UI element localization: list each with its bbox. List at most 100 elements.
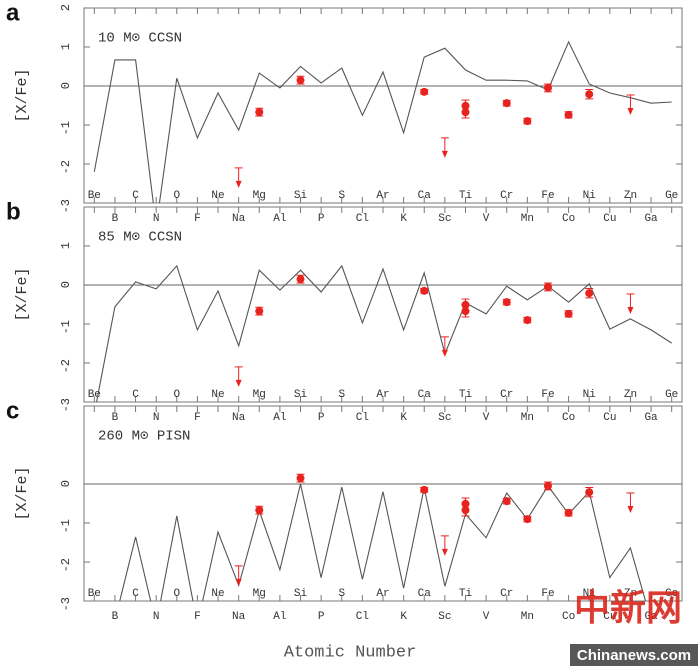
x-tick-label: Ne [211, 190, 224, 202]
x-tick-label: Na [232, 213, 246, 225]
limit-arrow [627, 306, 634, 314]
x-tick-label: Ti [459, 190, 473, 202]
upper-limit [234, 565, 243, 586]
y-tick-label: 1 [59, 242, 73, 249]
observed-point [543, 282, 552, 291]
x-tick-label: Zn [624, 588, 637, 600]
x-tick-label: K [400, 412, 407, 424]
panel-letter: c [6, 397, 19, 424]
upper-limit [234, 167, 243, 188]
observed-point [523, 316, 532, 325]
x-tick-label: Na [232, 611, 246, 623]
x-tick-label: S [338, 190, 345, 202]
x-tick-label: Zn [624, 190, 637, 202]
x-axis-label: Atomic Number [284, 643, 417, 662]
model-line [95, 264, 672, 402]
x-tick-label: F [194, 611, 201, 623]
panel: 2 1 0 -1 -2 -3 Be B C N O F Ne Na Mg Al Si P S Cl Ar K Ca Sc Ti V… [6, 0, 683, 225]
x-tick-label: K [400, 611, 407, 623]
x-tick-label: C [132, 588, 139, 600]
upper-limit [440, 535, 449, 556]
x-tick-label: Cl [356, 412, 369, 424]
x-tick-label: O [173, 389, 180, 401]
observed-point [296, 474, 305, 483]
y-tick-label: -1 [59, 320, 73, 334]
x-tick-label: Ca [418, 190, 432, 202]
x-tick-label: Fe [541, 190, 554, 202]
observed-point [543, 481, 552, 490]
limit-arrow [235, 578, 242, 586]
x-tick-label: P [318, 611, 325, 623]
limit-arrow [441, 150, 448, 158]
x-tick-label: Al [273, 213, 286, 225]
watermark-bg [570, 644, 698, 666]
x-tick-label: Mn [521, 412, 534, 424]
observed-point [255, 506, 264, 515]
y-tick-label: -2 [59, 160, 73, 174]
observed-point [585, 90, 594, 99]
observed-point [296, 76, 305, 85]
x-tick-label: Ga [644, 611, 658, 623]
x-tick-label: Cl [356, 213, 369, 225]
x-tick-label: Mg [253, 588, 266, 600]
upper-limit [626, 492, 635, 513]
panel: 10-1-2-3BeBCNOFNeNaMgAlSiPSClArKCaScTiVC… [6, 198, 683, 424]
upper-limit [440, 137, 449, 158]
x-tick-label: B [112, 213, 119, 225]
observed-point [502, 298, 511, 307]
x-tick-label: Mg [253, 389, 266, 401]
x-tick-label: Ar [376, 588, 389, 600]
x-tick-label: Cu [603, 611, 616, 623]
x-tick-label: F [194, 412, 201, 424]
x-tick-label: Cu [603, 412, 616, 424]
panel-title: 85 M⊙ CCSN [98, 230, 182, 246]
x-tick-label: Cr [500, 588, 513, 600]
y-axis-label: [X/Fe] [14, 466, 31, 520]
watermark-brand: 中新网 [574, 588, 682, 629]
x-tick-label: Ar [376, 389, 389, 401]
observed-point [420, 286, 429, 295]
panel-title: 10 M⊙ CCSN [98, 31, 182, 47]
x-tick-label: Fe [541, 588, 554, 600]
panel: 0 -1 -2 -3 Be B C N O F Ne Na Mg Al Si P S Cl Ar K Ca Sc Ti V Cr… [6, 397, 683, 623]
x-tick-label: S [338, 389, 345, 401]
y-tick-label: 0 [59, 480, 73, 487]
x-tick-label: Si [294, 190, 308, 202]
x-tick-label: N [153, 412, 160, 424]
watermark-site: Chinanews.com [577, 647, 691, 664]
upper-limit [234, 366, 243, 387]
x-tick-label: Ni [583, 389, 597, 401]
x-tick-label: Al [273, 611, 286, 623]
x-tick-label: Sc [438, 213, 451, 225]
x-tick-label: Cr [500, 190, 513, 202]
observed-point [502, 99, 511, 108]
y-tick-label: -3 [59, 597, 73, 611]
observed-point [523, 117, 532, 126]
x-tick-label: Ar [376, 190, 389, 202]
x-tick-label: Ge [665, 588, 678, 600]
limit-arrow [441, 548, 448, 556]
y-tick-label: -2 [59, 359, 73, 373]
observed-point [585, 488, 594, 497]
observed-point [523, 515, 532, 524]
x-tick-label: C [132, 190, 139, 202]
x-tick-label: Ge [665, 389, 678, 401]
x-tick-label: C [132, 389, 139, 401]
x-tick-label: Mn [521, 611, 534, 623]
x-tick-label: Sc [438, 611, 451, 623]
y-tick-label: -3 [59, 398, 73, 412]
y-axis-label: [X/Fe] [14, 267, 31, 321]
x-tick-label: V [483, 213, 490, 225]
x-tick-label: Ni [583, 588, 597, 600]
x-tick-label: O [173, 190, 180, 202]
x-tick-label: Co [562, 213, 575, 225]
x-tick-label: Si [294, 389, 308, 401]
x-tick-label: P [318, 213, 325, 225]
observed-point [585, 289, 594, 298]
x-tick-label: Na [232, 412, 246, 424]
x-tick-label: Co [562, 611, 575, 623]
observed-point [461, 506, 470, 515]
limit-arrow [235, 180, 242, 188]
x-tick-label: Cl [356, 611, 369, 623]
